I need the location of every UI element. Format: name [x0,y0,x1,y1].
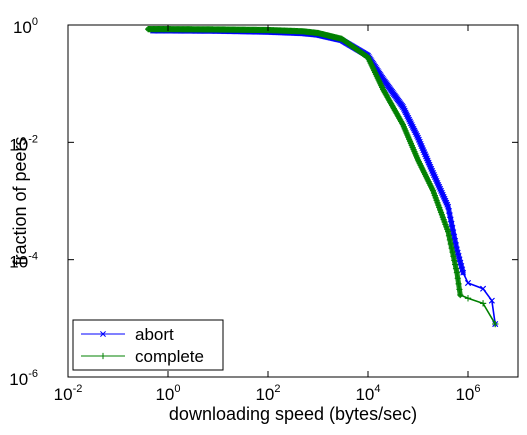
x-tick-exponent: -2 [73,383,83,395]
data-point-complete [453,269,461,276]
x-tick-exponent: 2 [274,383,280,395]
y-tick-exponent: 0 [32,16,38,28]
x-tick-label: 102 [255,383,280,404]
data-point-complete [450,253,457,260]
x-tick-base: 10 [355,385,374,404]
y-tick-exponent: -2 [28,133,38,145]
data-point-complete [448,244,455,252]
data-point-complete [445,228,452,235]
legend-label-complete: complete [135,347,204,366]
x-tick-exponent: 6 [474,383,480,395]
y-tick-base: 10 [9,135,28,154]
data-point-abort [457,259,464,266]
x-tick-base: 10 [255,385,274,404]
data-point-abort [399,104,406,110]
ticks-layer [67,24,518,378]
x-tick-base: 10 [54,385,73,404]
data-point-abort [409,123,416,130]
x-axis-label: downloading speed (bytes/sec) [169,404,417,424]
data-point-abort [460,269,467,276]
legend-item-complete: complete [81,347,204,366]
data-point-complete [449,249,456,256]
y-tick-exponent: -6 [28,368,38,380]
data-point-abort [458,263,465,269]
data-point-abort [465,280,471,286]
legend-marker-abort [100,331,106,337]
data-point-abort [408,122,415,129]
data-point-abort [488,297,495,304]
y-tick-label: 10-6 [9,368,38,389]
data-point-abort [414,132,421,139]
x-tick-label: 100 [155,383,180,404]
data-point-abort [455,253,462,259]
legend-box [72,319,224,371]
legend-label-abort: abort [135,325,174,344]
data-point-complete [447,240,454,248]
series-complete [145,26,499,328]
x-tick-exponent: 0 [174,383,180,395]
y-tick-label: 10-2 [9,133,38,154]
y-tick-exponent: -4 [28,251,38,263]
legend-item-abort: abort [81,325,174,344]
data-point-abort [459,266,466,273]
data-point-complete [446,236,453,243]
data-point-abort [411,127,418,134]
data-point-abort [401,107,408,114]
data-point-abort [406,116,413,123]
data-point-abort [410,125,417,132]
data-point-abort [405,114,412,121]
data-point-complete [492,320,499,328]
y-axis-label: fraction of peers [10,136,30,265]
data-point-abort [403,111,410,118]
data-point-complete [456,286,463,293]
x-tick-label: 106 [455,383,480,404]
data-point-abort [407,120,414,127]
data-point-complete [479,300,487,307]
data-point-complete [445,232,453,239]
data-point-abort [454,249,461,256]
data-point-complete [452,261,459,268]
y-tick-base: 10 [9,370,28,389]
x-tick-base: 10 [155,385,174,404]
data-point-abort [402,109,409,116]
data-point-complete [451,257,458,264]
data-point-abort [412,129,419,136]
y-tick-base: 10 [9,253,28,272]
x-tick-label: 104 [355,383,380,404]
y-tick-label: 100 [13,16,38,37]
data-point-abort [453,246,460,253]
y-tick-base: 10 [13,18,32,37]
x-tick-label: 10-2 [54,383,83,404]
data-point-complete [452,265,460,272]
data-point-complete [464,295,472,302]
data-point-abort [413,131,420,138]
data-point-abort [480,285,487,292]
legend: abort complete [72,319,224,371]
legend-items: abort complete [81,325,204,366]
data-point-complete [455,280,462,287]
legend-marker-complete [99,352,107,360]
data-point-complete [454,275,461,282]
data-point-abort [404,113,411,119]
data-point-complete [457,291,464,299]
plot-area [67,24,519,378]
series-layer [145,26,499,328]
data-point-abort [456,256,463,263]
x-tick-exponent: 4 [374,383,380,395]
data-point-abort [407,118,413,125]
x-tick-base: 10 [455,385,474,404]
y-tick-label: 10-4 [9,251,38,272]
data-point-abort [400,105,407,112]
